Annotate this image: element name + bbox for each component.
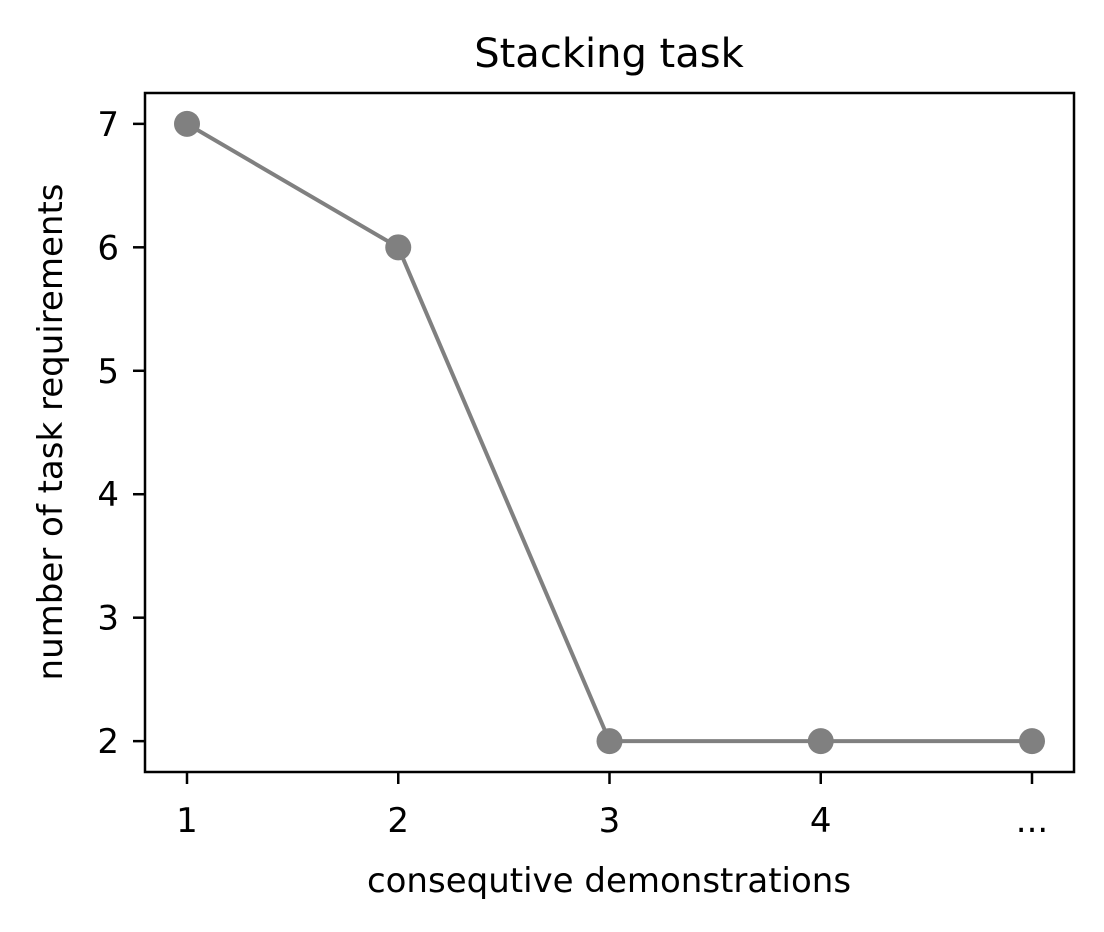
x-tick-label: 2 [387,801,409,841]
y-tick-label: 2 [97,722,119,762]
y-tick-label: 7 [97,105,119,145]
x-tick-label: 4 [810,801,832,841]
axes-frame [143,91,1076,774]
data-point [1019,728,1045,755]
y-tick-label: 6 [97,228,119,268]
data-point [385,234,412,261]
y-tick-label: 4 [97,475,119,515]
series-line [185,122,1032,744]
x-tick-label: 3 [599,801,621,841]
x-axis-label: consequtive demonstrations [367,861,851,901]
x-axis-ticks: 1 2 3 4... [176,772,1048,841]
y-axis-label: number of task requirements [31,184,71,681]
y-axis-ticks: 2 3 4 5 6 7 [97,105,145,762]
y-tick-label: 3 [97,599,119,639]
plot-area [174,110,1045,755]
x-tick-label: 1 [176,801,198,841]
data-point [174,110,200,137]
y-tick-label: 5 [97,352,119,392]
data-point [807,728,834,755]
chart-title: Stacking task [474,31,744,77]
x-tick-label: ... [1016,801,1048,841]
data-point [596,728,623,755]
